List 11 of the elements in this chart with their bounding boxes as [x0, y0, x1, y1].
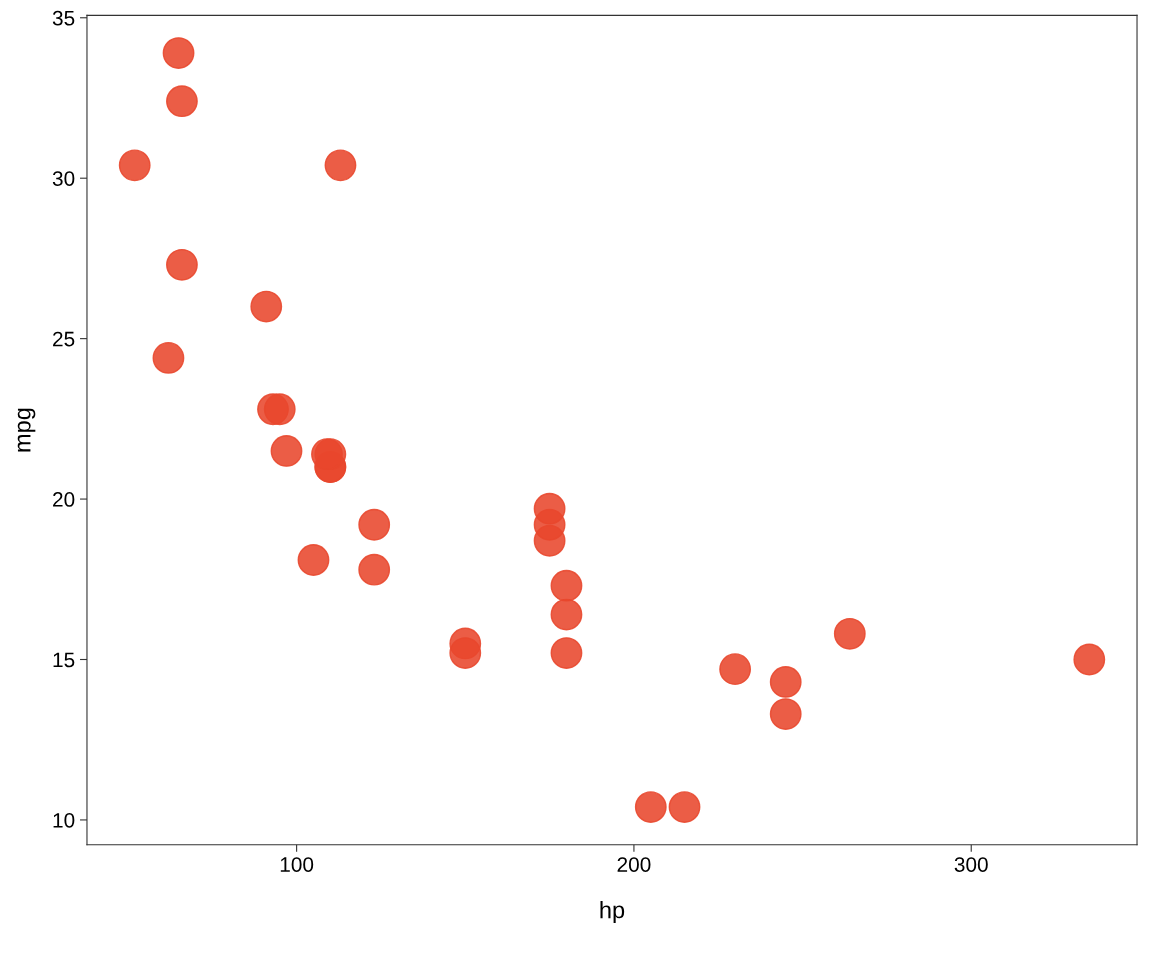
- x-axis-title: hp: [600, 901, 625, 924]
- y-tick-label: 15: [53, 652, 75, 668]
- y-tick-label: 20: [53, 492, 75, 507]
- y-tick-label: 35: [52, 10, 75, 26]
- y-axis-title: mpg: [17, 408, 36, 452]
- x-tick-label: 300: [954, 857, 988, 872]
- y-tick-label: 10: [53, 812, 75, 828]
- y-tick-label: 30: [52, 171, 75, 186]
- y-tick-label: 25: [53, 331, 75, 347]
- x-tick-label: 100: [280, 857, 314, 872]
- x-tick-label: 200: [617, 857, 651, 872]
